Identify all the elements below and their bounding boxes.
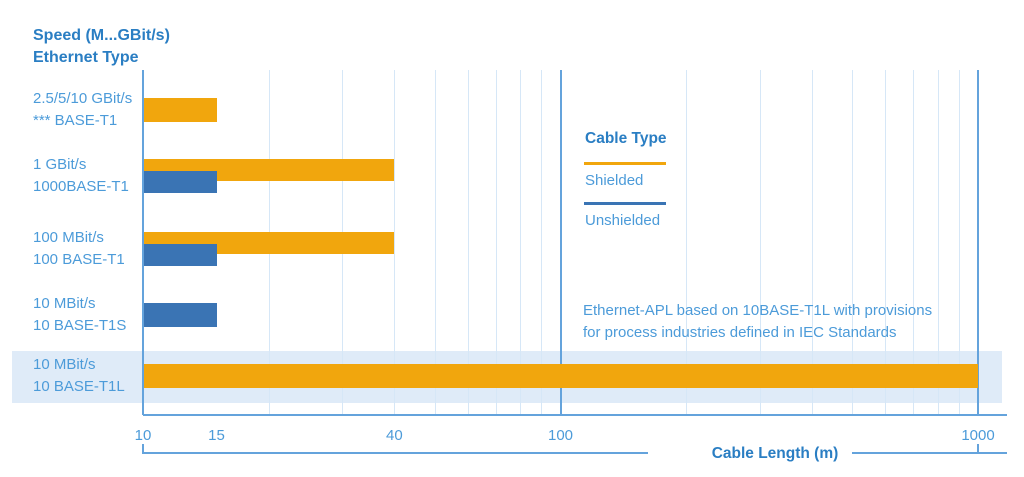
bar-shielded	[144, 98, 217, 122]
category-ethernet-type: 10 BASE-T1L	[33, 378, 125, 395]
ruler-tick-10	[142, 444, 144, 454]
x-tick-label: 100	[547, 427, 574, 444]
category-label: 100 MBit/s 100 BASE-T1	[33, 227, 125, 271]
legend: Cable Type Shielded Unshielded	[584, 130, 667, 242]
cable-length-ruler-right	[852, 452, 1007, 454]
grid-line-minor	[541, 70, 543, 415]
annotation-ethernet-apl: Ethernet-APL based on 10BASE-T1L with pr…	[583, 300, 932, 344]
category-ethernet-type: 100 BASE-T1	[33, 251, 125, 268]
bar-unshielded	[144, 244, 217, 266]
legend-label-unshielded: Unshielded	[585, 212, 661, 229]
x-tick-label: 15	[208, 427, 225, 444]
grid-line-minor	[913, 70, 915, 415]
category-label: 1 GBit/s 1000BASE-T1	[33, 154, 129, 198]
grid-line-major	[977, 70, 979, 415]
grid-line-minor	[852, 70, 854, 415]
legend-unshielded-line	[584, 202, 666, 205]
category-ethernet-type: 1000BASE-T1	[33, 178, 129, 195]
category-label: 10 MBit/s 10 BASE-T1L	[33, 354, 125, 398]
bar-unshielded	[144, 171, 217, 193]
legend-title: Cable Type	[585, 130, 667, 147]
x-axis-title: Cable Length (m)	[711, 445, 839, 462]
annotation-line-2: for process industries defined in IEC St…	[583, 324, 897, 341]
legend-label-shielded: Shielded	[585, 172, 644, 189]
grid-line-minor	[686, 70, 688, 415]
category-speed: 10 MBit/s	[33, 356, 96, 373]
y-axis-header-type: Ethernet Type	[33, 49, 139, 66]
grid-line-minor	[495, 70, 497, 415]
grid-line-minor	[958, 70, 960, 415]
x-tick-label: 1000	[961, 427, 995, 444]
category-label: 2.5/5/10 GBit/s *** BASE-T1	[33, 88, 132, 132]
bar-unshielded	[144, 303, 217, 327]
category-label: 10 MBit/s 10 BASE-T1S	[33, 293, 126, 337]
y-axis-header-speed: Speed (M...GBit/s)	[33, 27, 170, 44]
grid-line-minor	[811, 70, 813, 415]
grid-line-major	[559, 70, 562, 415]
grid-line-minor	[434, 70, 436, 415]
annotation-line-1: Ethernet-APL based on 10BASE-T1L with pr…	[583, 302, 933, 319]
bar-shielded	[144, 364, 978, 388]
ruler-tick-1000	[977, 444, 979, 454]
category-speed: 2.5/5/10 GBit/s	[33, 90, 133, 107]
grid-line-minor	[394, 70, 396, 415]
x-axis-line	[143, 414, 1007, 416]
grid-line-minor	[937, 70, 939, 415]
x-tick-label: 40	[386, 427, 403, 444]
grid-line-minor	[467, 70, 469, 415]
legend-shielded-line	[584, 162, 666, 165]
category-speed: 100 MBit/s	[33, 229, 104, 246]
category-speed: 10 MBit/s	[33, 295, 96, 312]
grid-line-minor	[759, 70, 761, 415]
category-speed: 1 GBit/s	[33, 156, 87, 173]
grid-line-major	[142, 70, 144, 415]
category-ethernet-type: *** BASE-T1	[33, 112, 118, 129]
y-axis-header: Speed (M...GBit/s) Ethernet Type	[33, 25, 170, 69]
cable-length-ruler-left	[143, 452, 648, 454]
grid-line-minor	[885, 70, 887, 415]
x-tick-label: 10	[134, 427, 152, 444]
grid-line-minor	[520, 70, 522, 415]
category-ethernet-type: 10 BASE-T1S	[33, 317, 127, 334]
